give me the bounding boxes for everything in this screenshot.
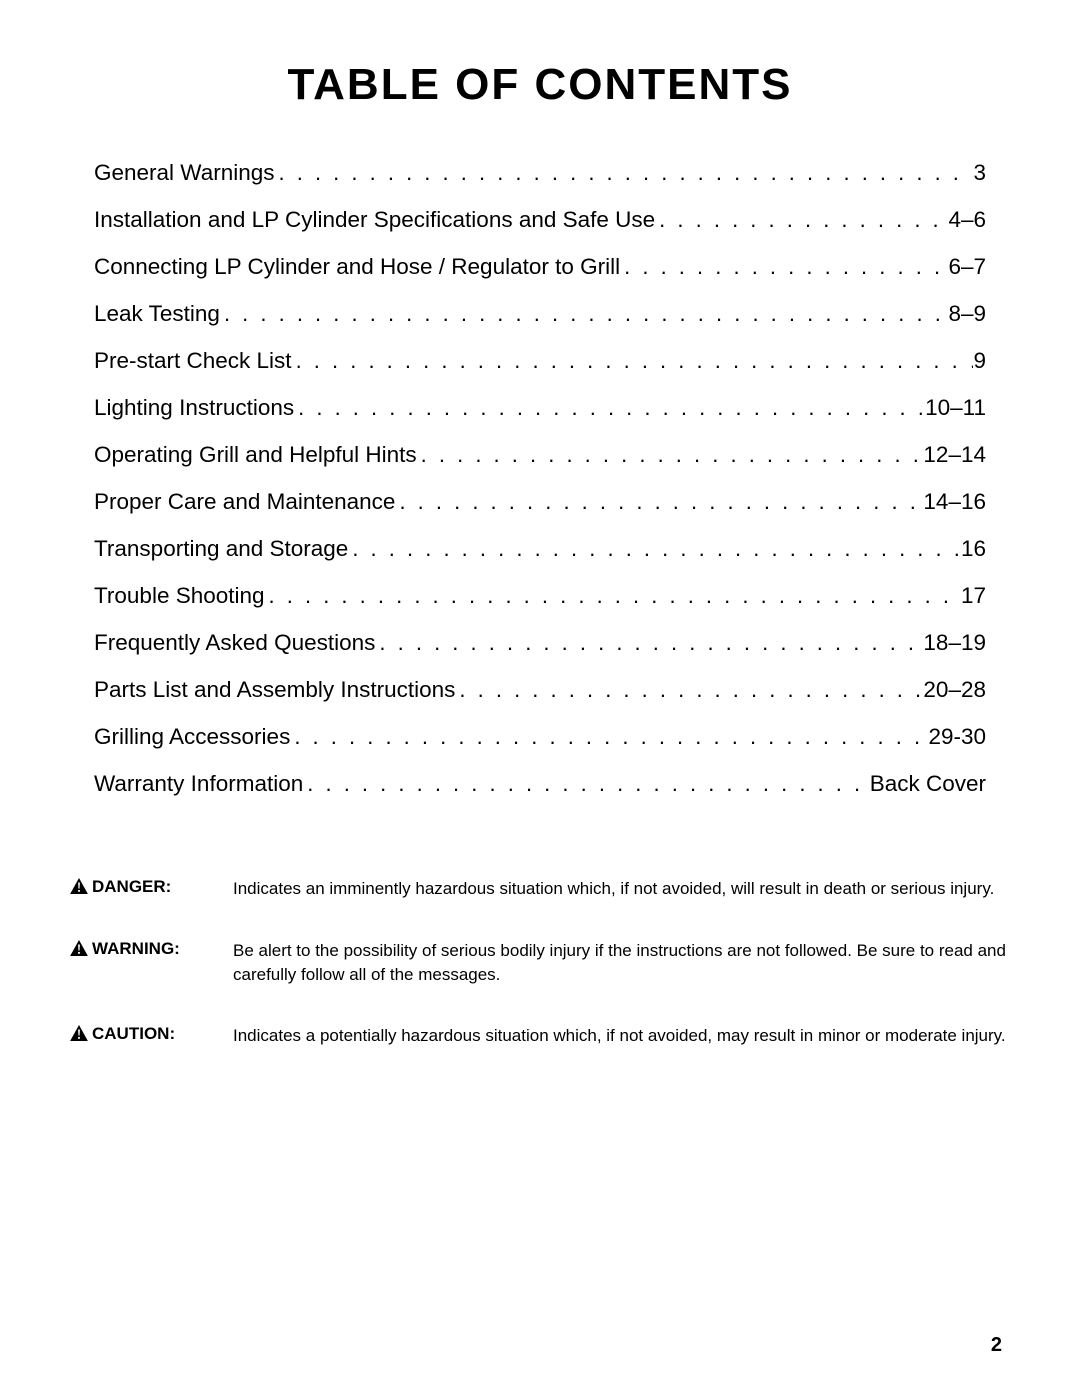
notice-label: CAUTION: bbox=[92, 1024, 175, 1044]
toc-title: Frequently Asked Questions bbox=[94, 630, 375, 656]
toc-dots bbox=[348, 536, 961, 562]
toc-title: Proper Care and Maintenance bbox=[94, 489, 395, 515]
toc-entry: Parts List and Assembly Instructions 20–… bbox=[94, 677, 986, 703]
toc-entry: General Warnings 3 bbox=[94, 160, 986, 186]
toc-dots bbox=[620, 254, 948, 280]
page-title: TABLE OF CONTENTS bbox=[70, 60, 1010, 110]
notice-label-group: WARNING: bbox=[70, 939, 233, 959]
toc-page: 10–11 bbox=[925, 395, 986, 421]
caution-notice: CAUTION: Indicates a potentially hazardo… bbox=[70, 1024, 1010, 1048]
warning-triangle-icon bbox=[70, 1025, 88, 1041]
toc-entry: Grilling Accessories 29-30 bbox=[94, 724, 986, 750]
toc-page: 12–14 bbox=[923, 442, 986, 468]
danger-notice: DANGER: Indicates an imminently hazardou… bbox=[70, 877, 1010, 901]
warning-triangle-icon bbox=[70, 878, 88, 894]
toc-entry: Leak Testing 8–9 bbox=[94, 301, 986, 327]
toc-entry: Frequently Asked Questions 18–19 bbox=[94, 630, 986, 656]
notice-text: Indicates an imminently hazardous situat… bbox=[233, 877, 1010, 901]
toc-title: Lighting Instructions bbox=[94, 395, 294, 421]
warning-notice: WARNING: Be alert to the possibility of … bbox=[70, 939, 1010, 987]
warning-triangle-icon bbox=[70, 940, 88, 956]
toc-page: 6–7 bbox=[948, 254, 986, 280]
toc-page: Back Cover bbox=[870, 771, 986, 797]
notice-text: Be alert to the possibility of serious b… bbox=[233, 939, 1010, 987]
toc-title: Parts List and Assembly Instructions bbox=[94, 677, 455, 703]
notice-label-group: DANGER: bbox=[70, 877, 233, 897]
toc-title: Transporting and Storage bbox=[94, 536, 348, 562]
notice-label: DANGER: bbox=[92, 877, 171, 897]
toc-page: 8–9 bbox=[948, 301, 986, 327]
toc-entry: Trouble Shooting 17 bbox=[94, 583, 986, 609]
toc-dots bbox=[290, 724, 928, 750]
toc-title: Warranty Information bbox=[94, 771, 303, 797]
notice-text: Indicates a potentially hazardous situat… bbox=[233, 1024, 1010, 1048]
toc-entry: Warranty Information Back Cover bbox=[94, 771, 986, 797]
table-of-contents: General Warnings 3 Installation and LP C… bbox=[70, 160, 1010, 797]
toc-page: 18–19 bbox=[923, 630, 986, 656]
page-number: 2 bbox=[991, 1334, 1002, 1357]
toc-entry: Operating Grill and Helpful Hints 12–14 bbox=[94, 442, 986, 468]
toc-title: Leak Testing bbox=[94, 301, 220, 327]
toc-title: Installation and LP Cylinder Specificati… bbox=[94, 207, 655, 233]
toc-page: 17 bbox=[961, 583, 986, 609]
toc-entry: Pre-start Check List 9 bbox=[94, 348, 986, 374]
toc-title: Pre-start Check List bbox=[94, 348, 292, 374]
toc-dots bbox=[303, 771, 869, 797]
notice-label-group: CAUTION: bbox=[70, 1024, 233, 1044]
safety-notices: DANGER: Indicates an imminently hazardou… bbox=[70, 877, 1010, 1048]
toc-page: 3 bbox=[973, 160, 986, 186]
toc-dots bbox=[294, 395, 925, 421]
toc-page: 9 bbox=[973, 348, 986, 374]
toc-title: Connecting LP Cylinder and Hose / Regula… bbox=[94, 254, 620, 280]
toc-dots bbox=[417, 442, 924, 468]
toc-dots bbox=[455, 677, 923, 703]
toc-entry: Lighting Instructions 10–11 bbox=[94, 395, 986, 421]
toc-title: General Warnings bbox=[94, 160, 275, 186]
toc-page: 20–28 bbox=[923, 677, 986, 703]
toc-entry: Installation and LP Cylinder Specificati… bbox=[94, 207, 986, 233]
toc-title: Trouble Shooting bbox=[94, 583, 265, 609]
toc-page: 29-30 bbox=[928, 724, 986, 750]
notice-label: WARNING: bbox=[92, 939, 180, 959]
toc-page: 14–16 bbox=[923, 489, 986, 515]
toc-entry: Connecting LP Cylinder and Hose / Regula… bbox=[94, 254, 986, 280]
toc-dots bbox=[395, 489, 923, 515]
toc-dots bbox=[655, 207, 948, 233]
toc-page: 4–6 bbox=[948, 207, 986, 233]
toc-dots bbox=[375, 630, 923, 656]
toc-entry: Transporting and Storage 16 bbox=[94, 536, 986, 562]
toc-dots bbox=[220, 301, 949, 327]
toc-dots bbox=[292, 348, 974, 374]
toc-page: 16 bbox=[961, 536, 986, 562]
toc-title: Grilling Accessories bbox=[94, 724, 290, 750]
toc-entry: Proper Care and Maintenance 14–16 bbox=[94, 489, 986, 515]
toc-dots bbox=[275, 160, 974, 186]
toc-dots bbox=[265, 583, 961, 609]
toc-title: Operating Grill and Helpful Hints bbox=[94, 442, 417, 468]
